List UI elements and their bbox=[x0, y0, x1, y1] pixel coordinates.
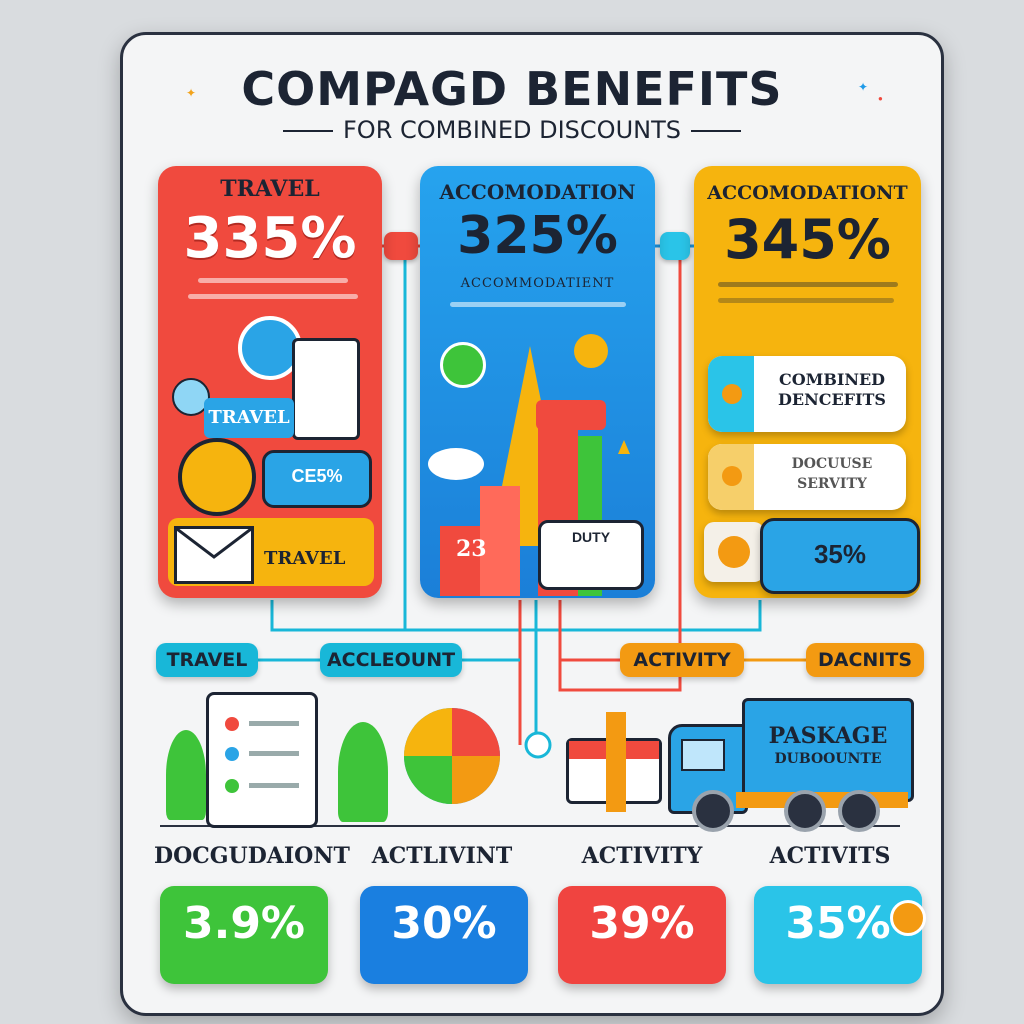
pill-accommodation: ACCLEOUNT bbox=[320, 643, 462, 677]
chart-value: 23 bbox=[456, 536, 487, 562]
bullet-dot bbox=[225, 747, 239, 761]
clock-icon bbox=[172, 378, 210, 416]
dot-icon: ● bbox=[878, 94, 883, 103]
benefit-tile: COMBINED DENCEFITS bbox=[708, 356, 906, 432]
card-heading: ACCOMODATION bbox=[439, 180, 636, 204]
connector-node bbox=[384, 232, 418, 260]
connector-node bbox=[660, 232, 690, 260]
benefit-tile: DOCUUSE SERVITY bbox=[708, 444, 906, 510]
pill-activity: ACTIVITY bbox=[620, 643, 744, 677]
truck-line1: PASKAGE bbox=[768, 723, 888, 749]
wheel-icon bbox=[692, 790, 734, 832]
card-caption: ACCOMMODATIENT bbox=[460, 276, 615, 291]
bullet-dot bbox=[225, 717, 239, 731]
card-percent: 335% bbox=[183, 206, 357, 271]
bottom-label: DOCGUDAIONT bbox=[154, 843, 350, 869]
stat-box: 39% bbox=[558, 886, 726, 984]
coin-icon bbox=[890, 900, 926, 936]
coin-icon bbox=[722, 384, 742, 404]
chart-flag bbox=[536, 400, 606, 430]
stat-box: 30% bbox=[360, 886, 528, 984]
caption-placeholder bbox=[450, 302, 626, 307]
caption-placeholder bbox=[198, 278, 348, 283]
stat-value: 30% bbox=[391, 898, 497, 949]
discount-chip: CE5% bbox=[262, 450, 372, 508]
truck-line2: DUBOOUNTE bbox=[774, 751, 882, 767]
line-item bbox=[249, 751, 299, 756]
clipboard-icon bbox=[206, 692, 318, 828]
travel-card: TRAVEL 335% TRAVEL CE5% TRAVEL bbox=[158, 166, 382, 598]
pie-chart-icon bbox=[404, 708, 500, 804]
coin-icon bbox=[718, 536, 750, 568]
stat-box: 35% bbox=[754, 886, 922, 984]
leaf-icon bbox=[166, 730, 206, 820]
coin-icon bbox=[722, 466, 742, 486]
caption-placeholder bbox=[718, 282, 898, 287]
subtitle-rule-right bbox=[690, 130, 741, 132]
truck-box: PASKAGE DUBOOUNTE bbox=[742, 698, 914, 802]
pill-benefits: DACNITS bbox=[806, 643, 924, 677]
coin-tile bbox=[704, 522, 764, 582]
target-icon bbox=[440, 342, 486, 388]
badge-card: DUTY bbox=[538, 520, 644, 590]
mail-tag: TRAVEL bbox=[264, 548, 346, 569]
sun-icon bbox=[574, 334, 608, 368]
pill-travel: TRAVEL bbox=[156, 643, 258, 677]
tree-icon bbox=[338, 722, 388, 822]
bar-icon bbox=[606, 712, 626, 812]
caption-placeholder bbox=[718, 298, 894, 303]
line-item bbox=[249, 783, 299, 788]
stat-box: 3.9% bbox=[160, 886, 328, 984]
page-subtitle: FOR COMBINED DISCOUNTS bbox=[0, 116, 1024, 144]
caption-placeholder bbox=[188, 294, 358, 299]
bullet-dot bbox=[225, 779, 239, 793]
travel-tag: TRAVEL bbox=[204, 398, 294, 438]
sparkle-icon: ✦ bbox=[186, 86, 197, 100]
line-item bbox=[249, 721, 299, 726]
mail-banner: TRAVEL bbox=[168, 518, 374, 586]
stat-value: 3.9% bbox=[182, 898, 306, 949]
discount-tile: 35% bbox=[760, 518, 920, 594]
sparkle-icon: ✦ bbox=[858, 80, 869, 94]
card-heading: TRAVEL bbox=[220, 176, 320, 202]
subtitle-rule-left bbox=[283, 130, 333, 132]
truck-window bbox=[681, 739, 725, 771]
wheel-icon bbox=[838, 790, 880, 832]
growth-chart bbox=[428, 346, 630, 596]
bottom-label: ACTIVITY bbox=[581, 843, 703, 869]
badge-text: DUTY bbox=[571, 529, 611, 545]
truck-cab bbox=[668, 724, 748, 814]
card-percent: 325% bbox=[457, 206, 618, 266]
bottom-label: ACTLIVINT bbox=[371, 843, 513, 869]
accommodation-card: ACCOMODATION 325% ACCOMMODATIENT 23 DUTY bbox=[420, 166, 655, 598]
page-title: COMPAGD BENEFITS bbox=[241, 62, 783, 116]
ticket-icon bbox=[292, 338, 360, 440]
tile-label: DOCUUSE SERVITY bbox=[791, 456, 873, 492]
stat-value: 39% bbox=[589, 898, 695, 949]
card-heading: ACCOMODATIONT bbox=[707, 182, 908, 204]
compass-icon bbox=[178, 438, 256, 516]
subtitle-text: FOR COMBINED DISCOUNTS bbox=[343, 116, 681, 144]
stat-value: 35% bbox=[785, 898, 891, 949]
discount-value: 35% bbox=[813, 539, 867, 569]
bottom-label: ACTIVITS bbox=[769, 843, 891, 869]
wheel-icon bbox=[784, 790, 826, 832]
mail-icon bbox=[174, 526, 254, 584]
tile-label: COMBINED DENCEFITS bbox=[778, 370, 886, 409]
card-percent: 345% bbox=[724, 208, 891, 271]
benefits-card: ACCOMODATIONT 345% COMBINED DENCEFITS DO… bbox=[694, 166, 921, 598]
